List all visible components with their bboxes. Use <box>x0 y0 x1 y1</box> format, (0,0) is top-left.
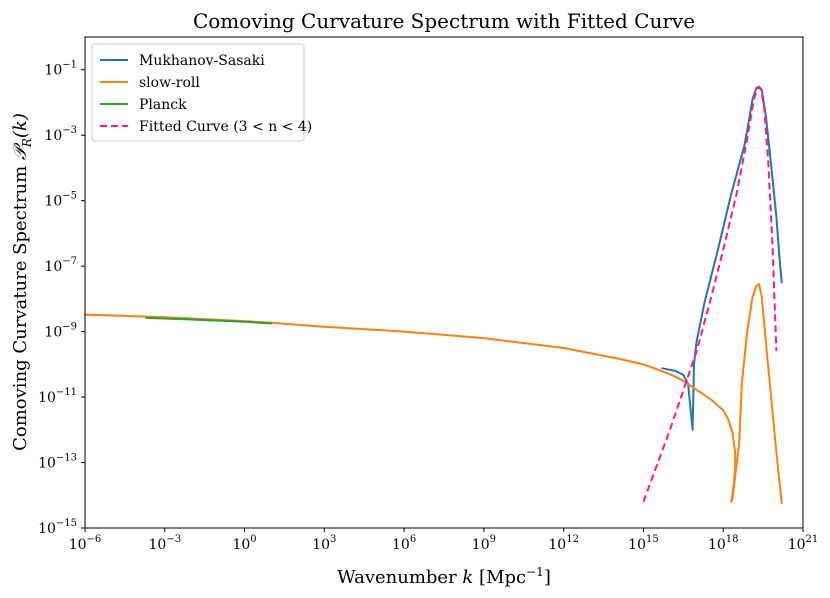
x-tick-label: 106 <box>392 534 416 553</box>
series-layer <box>84 85 783 505</box>
x-tick-label: 109 <box>472 534 496 553</box>
y-tick-label: 10−11 <box>38 387 77 406</box>
x-axis-label-close: ] <box>544 567 551 588</box>
y-tick-label: 10−7 <box>44 256 77 275</box>
x-tick-label: 100 <box>232 534 256 553</box>
x-tick-label: 103 <box>312 534 336 553</box>
legend-label: Fitted Curve (3 < n < 4) <box>139 119 312 135</box>
series-line-slow-roll <box>84 283 783 505</box>
plot-frame <box>84 36 804 529</box>
series-line-mukhanov-sasaki <box>661 85 783 431</box>
x-tick-label: 1021 <box>788 534 819 553</box>
y-tick-label: 10−5 <box>44 191 77 210</box>
y-axis-label-sub: R <box>20 138 34 148</box>
y-tick-label: 10−9 <box>44 322 77 341</box>
y-tick-label: 10−13 <box>38 453 77 472</box>
x-axis-label-unit-exp: −1 <box>526 565 544 579</box>
legend-box <box>91 43 305 142</box>
x-axis-label: Wavenumber k [Mpc−1] <box>337 565 551 588</box>
x-axis-label-prefix: Wavenumber <box>337 567 462 588</box>
y-axis: 10−15 10−13 10−11 10−9 10−7 10−5 10−3 10−1 <box>38 60 85 537</box>
x-tick-label: 1015 <box>628 534 659 553</box>
legend: Mukhanov-Sasaki slow-roll Planck Fitted Cur… <box>91 43 312 142</box>
y-axis-label-prefix: Comoving Curvature Spectrum <box>10 160 31 451</box>
x-axis-label-unit: [Mpc <box>473 567 526 588</box>
plot-area <box>84 36 804 529</box>
x-tick-label: 10−3 <box>148 534 181 553</box>
series-line-planck <box>145 316 273 325</box>
x-tick-label: 10−6 <box>69 534 102 553</box>
y-tick-label: 10−1 <box>44 60 77 79</box>
x-axis: 10−6 10−3 100 103 106 109 1012 1015 1018 1021 <box>69 528 819 553</box>
legend-label: slow-roll <box>139 75 200 91</box>
series-line-fitted-curve-3-n-4 <box>642 86 778 503</box>
y-tick-label: 10−15 <box>38 518 77 537</box>
x-tick-label: 1018 <box>708 534 739 553</box>
legend-label: Mukhanov-Sasaki <box>139 53 265 69</box>
chart-title: Comoving Curvature Spectrum with Fitted … <box>193 9 695 33</box>
x-tick-label: 1012 <box>548 534 579 553</box>
legend-label: Planck <box>139 97 187 113</box>
y-tick-label: 10−3 <box>44 125 77 144</box>
x-axis-label-var: k <box>462 567 473 588</box>
y-axis-label: Comoving Curvature Spectrum 𝒫R(k) <box>10 113 34 451</box>
y-axis-label-arg: (k) <box>10 113 31 138</box>
